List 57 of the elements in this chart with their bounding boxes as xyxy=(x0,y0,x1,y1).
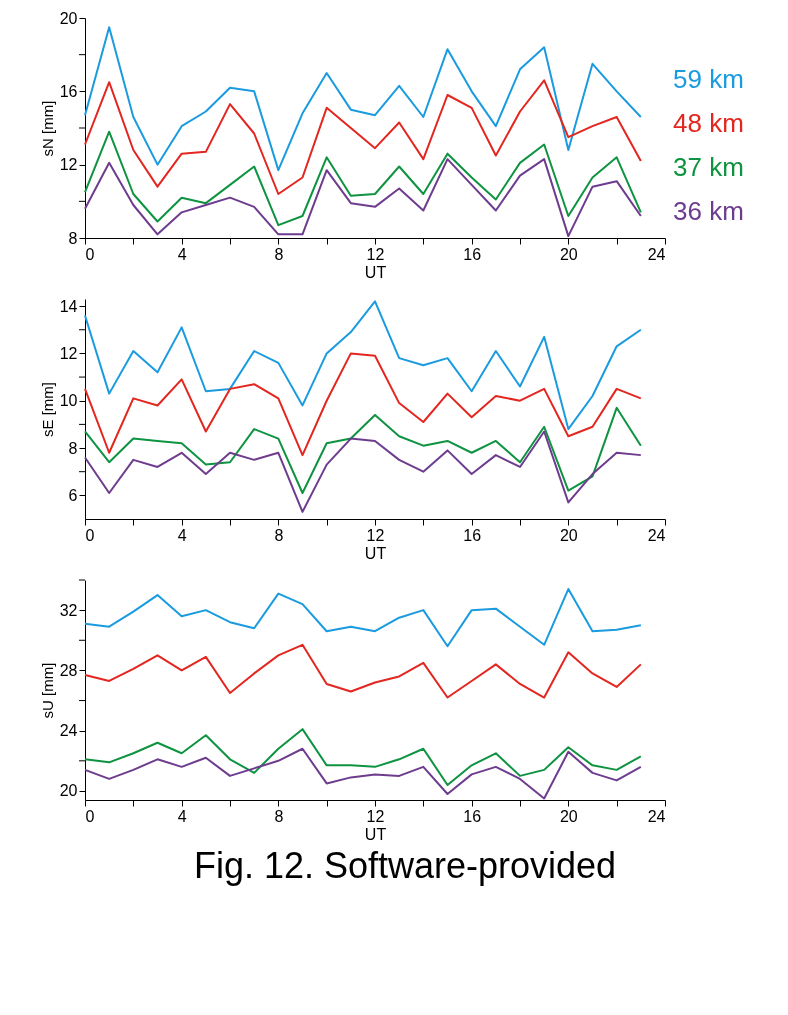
series-label: 36 km xyxy=(673,195,744,226)
line-series xyxy=(84,406,642,494)
series-label: 37 km xyxy=(673,151,744,182)
y-tick-label: 12 xyxy=(59,344,78,362)
x-tick-label: 12 xyxy=(366,245,385,263)
x-tick-label: 20 xyxy=(559,807,578,825)
line-series xyxy=(84,79,642,195)
y-tick-label: 28 xyxy=(59,661,78,679)
y-tick-label: 14 xyxy=(59,297,78,315)
line-series xyxy=(84,26,642,172)
x-tick-label: 4 xyxy=(177,526,187,544)
y-tick-label: 32 xyxy=(59,601,78,619)
series-label: 59 km xyxy=(673,63,744,94)
x-tick-label: 16 xyxy=(463,807,482,825)
x-tick-label: 20 xyxy=(559,526,578,544)
line-series xyxy=(84,728,642,786)
x-tick-label: 0 xyxy=(85,526,95,544)
x-tick-label: 4 xyxy=(177,245,187,263)
line-series xyxy=(84,352,642,457)
x-axis-title: UT xyxy=(364,263,387,281)
y-tick-label: 16 xyxy=(59,82,78,100)
caption: Fig. 12. Software-provided xyxy=(193,845,617,886)
x-tick-label: 16 xyxy=(463,245,482,263)
x-tick-label: 0 xyxy=(85,245,95,263)
y-tick-label: 6 xyxy=(68,486,78,504)
y-tick-label: 10 xyxy=(59,392,78,410)
x-tick-label: 8 xyxy=(274,245,284,263)
y-tick-label: 20 xyxy=(59,9,78,27)
line-series xyxy=(84,300,642,431)
y-axis-title: sU [mm] xyxy=(38,662,56,719)
series-label: 48 km xyxy=(673,107,744,138)
y-tick-label: 8 xyxy=(68,439,78,457)
x-tick-label: 24 xyxy=(647,807,666,825)
line-series xyxy=(84,747,642,800)
y-axis-title: sE [mm] xyxy=(38,382,56,437)
x-tick-label: 0 xyxy=(85,807,95,825)
x-tick-label: 12 xyxy=(366,807,385,825)
line-series xyxy=(84,130,642,227)
y-tick-label: 8 xyxy=(68,229,78,247)
line-series xyxy=(84,643,642,699)
y-tick-label: 20 xyxy=(59,782,78,800)
y-tick-label: 12 xyxy=(59,156,78,174)
x-tick-label: 24 xyxy=(647,526,666,544)
line-series xyxy=(84,430,642,513)
x-tick-label: 4 xyxy=(177,807,187,825)
line-series xyxy=(84,588,642,648)
y-axis-title: sN [mm] xyxy=(38,100,56,157)
line-series xyxy=(84,158,642,238)
x-tick-label: 8 xyxy=(274,526,284,544)
x-tick-label: 24 xyxy=(647,245,666,263)
y-tick-label: 24 xyxy=(59,722,78,740)
x-tick-label: 16 xyxy=(463,526,482,544)
x-tick-label: 8 xyxy=(274,807,284,825)
x-axis-title: UT xyxy=(364,544,387,562)
x-axis-title: UT xyxy=(364,825,387,843)
x-tick-label: 20 xyxy=(559,245,578,263)
x-tick-label: 12 xyxy=(366,526,385,544)
